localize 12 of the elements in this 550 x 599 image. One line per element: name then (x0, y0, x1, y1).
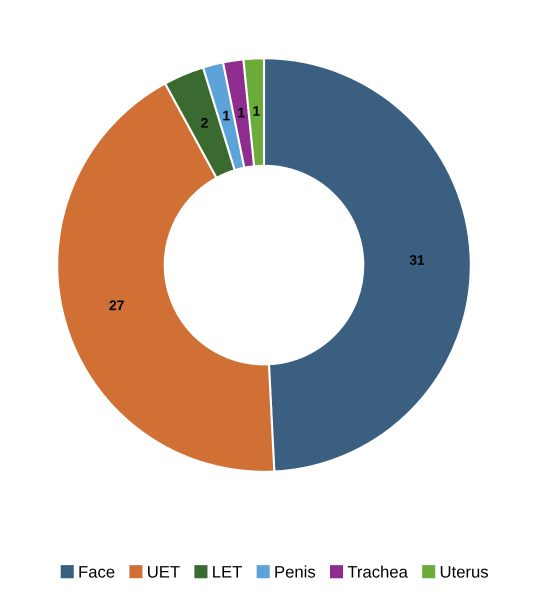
data-label: 1 (238, 108, 245, 118)
data-label: 1 (223, 110, 230, 120)
legend-label: LET (213, 566, 242, 578)
data-label: 1 (253, 106, 260, 116)
legend-label: UET (148, 566, 180, 578)
data-label: 27 (109, 300, 124, 310)
data-label: 2 (201, 118, 208, 128)
legend-label: Face (79, 566, 114, 578)
legend-label: Trachea (348, 565, 408, 578)
legend-label: Penis (275, 565, 316, 578)
legend-label: Uterus (440, 566, 488, 578)
data-label: 31 (410, 255, 424, 265)
